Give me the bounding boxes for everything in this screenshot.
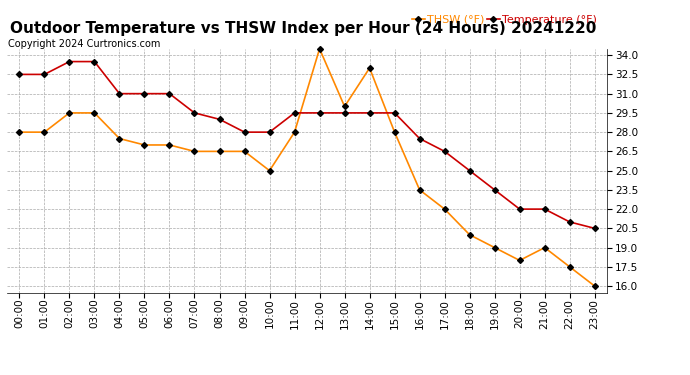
Legend: THSW (°F), Temperature (°F): THSW (°F), Temperature (°F) (407, 10, 602, 29)
Text: Copyright 2024 Curtronics.com: Copyright 2024 Curtronics.com (8, 39, 161, 50)
Text: Outdoor Temperature vs THSW Index per Hour (24 Hours) 20241220: Outdoor Temperature vs THSW Index per Ho… (10, 21, 597, 36)
